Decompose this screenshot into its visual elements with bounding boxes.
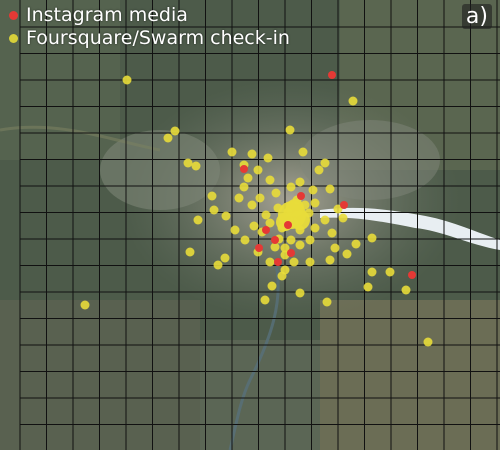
foursquare-point [305, 235, 315, 245]
foursquare-point [227, 147, 237, 157]
foursquare-point [243, 173, 253, 183]
grid-lines [19, 0, 500, 450]
foursquare-point [260, 295, 270, 305]
foursquare-point [265, 218, 275, 228]
foursquare-point [314, 165, 324, 175]
map-legend: Instagram media Foursquare/Swarm check-i… [6, 4, 290, 50]
foursquare-point [253, 165, 263, 175]
foursquare-point [367, 233, 377, 243]
foursquare-point [325, 184, 335, 194]
foursquare-point-cluster [286, 199, 304, 217]
panel-label: a) [461, 4, 492, 29]
foursquare-point [310, 198, 320, 208]
foursquare-point [207, 191, 217, 201]
foursquare-point [220, 253, 230, 263]
foursquare-point [183, 158, 193, 168]
foursquare-point [191, 161, 201, 171]
foursquare-point [234, 193, 244, 203]
foursquare-points [80, 75, 433, 347]
instagram-point [328, 71, 336, 79]
instagram-point [287, 249, 295, 257]
foursquare-point [351, 239, 361, 249]
foursquare-point [277, 271, 287, 281]
foursquare-point [185, 247, 195, 257]
foursquare-point [333, 204, 343, 214]
foursquare-point [330, 243, 340, 253]
foursquare-point [310, 223, 320, 233]
foursquare-point [327, 228, 337, 238]
foursquare-point [80, 300, 90, 310]
instagram-point [408, 271, 416, 279]
foursquare-point [363, 282, 373, 292]
foursquare-point [286, 182, 296, 192]
foursquare-point [193, 215, 203, 225]
foursquare-point [286, 235, 296, 245]
foursquare-point [289, 257, 299, 267]
foursquare-dot-icon [9, 34, 18, 43]
foursquare-point [348, 96, 358, 106]
foursquare-point [122, 75, 132, 85]
foursquare-point [401, 285, 411, 295]
foursquare-point [163, 133, 173, 143]
foursquare-point [263, 153, 273, 163]
legend-label-instagram: Instagram media [26, 4, 188, 26]
legend-label-foursquare: Foursquare/Swarm check-in [26, 27, 290, 49]
foursquare-point [285, 125, 295, 135]
foursquare-point [298, 147, 308, 157]
instagram-point [274, 258, 282, 266]
foursquare-point [342, 249, 352, 259]
legend-item-instagram: Instagram media [6, 4, 290, 27]
foursquare-point [320, 158, 330, 168]
foursquare-point [249, 221, 259, 231]
foursquare-point [221, 211, 231, 221]
foursquare-point [230, 225, 240, 235]
instagram-point [284, 221, 292, 229]
instagram-dot-icon [9, 11, 18, 20]
instagram-point [255, 244, 263, 252]
foursquare-point [295, 288, 305, 298]
foursquare-point [295, 177, 305, 187]
foursquare-point [338, 213, 348, 223]
foursquare-point [255, 193, 265, 203]
foursquare-point [239, 182, 249, 192]
foursquare-point [265, 257, 275, 267]
foursquare-point [271, 188, 281, 198]
instagram-point [240, 165, 248, 173]
foursquare-point [265, 175, 275, 185]
instagram-points [240, 71, 416, 279]
foursquare-point [423, 337, 433, 347]
instagram-point [271, 236, 279, 244]
instagram-point [262, 226, 270, 234]
legend-item-foursquare: Foursquare/Swarm check-in [6, 27, 290, 50]
foursquare-point [280, 243, 290, 253]
foursquare-point [320, 215, 330, 225]
foursquare-point [308, 185, 318, 195]
foursquare-point [385, 267, 395, 277]
foursquare-point [270, 242, 280, 252]
foursquare-point [170, 126, 180, 136]
instagram-point [340, 201, 348, 209]
foursquare-point [325, 255, 335, 265]
foursquare-point [247, 149, 257, 159]
foursquare-point [213, 260, 223, 270]
foursquare-point [322, 297, 332, 307]
foursquare-point [247, 200, 257, 210]
foursquare-point [261, 210, 271, 220]
foursquare-point [240, 235, 250, 245]
foursquare-point [367, 267, 377, 277]
foursquare-point [305, 257, 315, 267]
foursquare-point [295, 240, 305, 250]
foursquare-point [267, 281, 277, 291]
instagram-point [297, 192, 305, 200]
foursquare-point [209, 205, 219, 215]
